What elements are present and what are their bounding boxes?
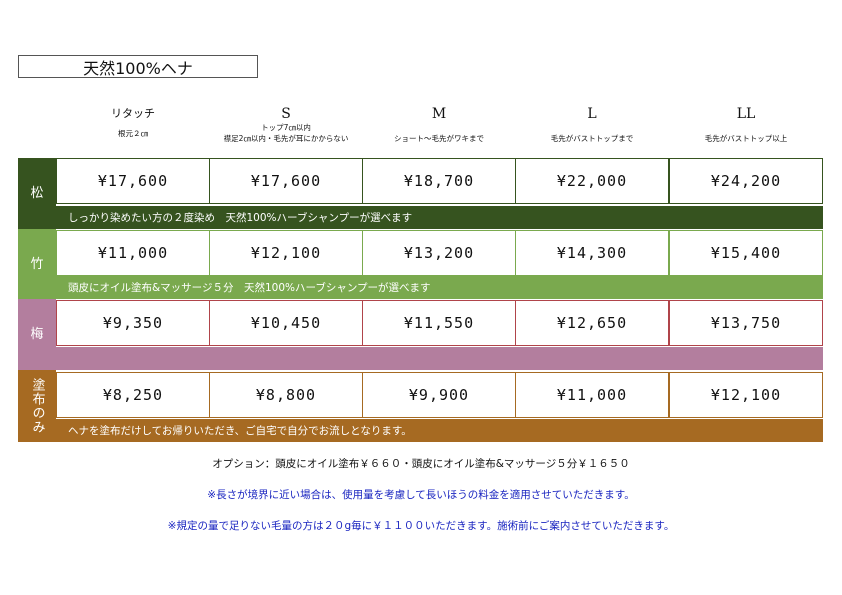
tier-note-take: 頭皮にオイル塗布&マッサージ５分 天然100%ハーブシャンプーが選べます [56, 276, 823, 299]
column-size-label: M [431, 106, 447, 122]
options-text: オプション：頭皮にオイル塗布￥６６０・頭皮にオイル塗布&マッサージ５分￥１６５０ [212, 458, 630, 470]
column-desc: 毛先がバストトップ以上 [704, 134, 788, 143]
tier-label-ume: 梅 [18, 299, 56, 370]
column-desc-2: 襟足2㎝以内・毛先が耳にかからない [223, 134, 349, 143]
column-desc: 毛先がバストトップまで [550, 134, 634, 143]
price-value: ¥17,600 [97, 172, 169, 190]
price-cell: ¥10,450 [209, 300, 363, 346]
volume-note: ※規定の量で足りない毛量の方は２０g毎に￥１１００いただきます。施術前にご案内さ… [0, 518, 842, 533]
column-header-s: S トップ7㎝以内 襟足2㎝以内・毛先が耳にかからない [209, 102, 363, 144]
price-value: ¥15,400 [710, 244, 782, 262]
price-cell: ¥13,200 [362, 230, 516, 276]
price-value: ¥13,200 [403, 244, 475, 262]
tier-name: 梅 [30, 327, 44, 342]
price-cell: ¥11,000 [56, 230, 210, 276]
price-cell: ¥9,900 [362, 372, 516, 418]
price-value: ¥9,350 [102, 314, 164, 332]
price-cell: ¥11,000 [515, 372, 669, 418]
price-value: ¥22,000 [556, 172, 628, 190]
price-cell: ¥22,000 [515, 158, 669, 204]
options-line: オプション：頭皮にオイル塗布￥６６０・頭皮にオイル塗布&マッサージ５分￥１６５０ [0, 456, 842, 471]
price-cell: ¥12,100 [209, 230, 363, 276]
length-note-text: ※長さが境界に近い場合は、使用量を考慮して長いほうの料金を適用させていただきます… [207, 489, 635, 501]
column-desc: トップ7㎝以内 [261, 123, 311, 132]
price-cell: ¥17,600 [209, 158, 363, 204]
column-size-label: リタッチ [111, 107, 155, 120]
price-value: ¥8,800 [255, 386, 317, 404]
tier-name: 竹 [30, 256, 44, 272]
column-header-ll: LL 毛先がバストトップ以上 [669, 102, 823, 144]
price-value: ¥11,000 [556, 386, 628, 404]
price-value: ¥8,250 [102, 386, 164, 404]
price-cell: ¥14,300 [515, 230, 669, 276]
price-cell: ¥8,800 [209, 372, 363, 418]
price-cell: ¥18,700 [362, 158, 516, 204]
price-cell: ¥15,400 [669, 230, 823, 276]
price-value: ¥11,550 [403, 314, 475, 332]
tier-note-text: 頭皮にオイル塗布&マッサージ５分 天然100%ハーブシャンプーが選べます [68, 282, 431, 294]
volume-note-text: ※規定の量で足りない毛量の方は２０g毎に￥１１００いただきます。施術前にご案内さ… [167, 520, 675, 532]
price-value: ¥12,100 [710, 386, 782, 404]
tier-note-text: しっかり染めたい方の２度染め 天然100%ハーブシャンプーが選べます [68, 212, 413, 224]
price-cell: ¥12,100 [669, 372, 823, 418]
price-value: ¥9,900 [408, 386, 470, 404]
tier-note-ume [56, 347, 823, 370]
price-value: ¥12,100 [250, 244, 322, 262]
column-header-l: L 毛先がバストトップまで [515, 102, 669, 144]
price-cell: ¥9,350 [56, 300, 210, 346]
menu-title-text: 天然100%ヘナ [83, 58, 193, 78]
column-desc: ショート〜毛先がワキまで [394, 134, 484, 143]
column-header-retouch: リタッチ 根元２㎝ [56, 102, 210, 141]
price-value: ¥24,200 [710, 172, 782, 190]
price-value: ¥18,700 [403, 172, 475, 190]
price-value: ¥11,000 [97, 244, 169, 262]
menu-title: 天然100%ヘナ [18, 55, 258, 78]
length-note: ※長さが境界に近い場合は、使用量を考慮して長いほうの料金を適用させていただきます… [0, 487, 842, 502]
price-value: ¥12,650 [556, 314, 628, 332]
tier-note-text: ヘナを塗布だけしてお帰りいただき、ご自宅で自分でお流しとなります。 [68, 425, 412, 437]
column-desc: 根元２㎝ [118, 129, 148, 138]
price-cell: ¥11,550 [362, 300, 516, 346]
price-cell: ¥13,750 [669, 300, 823, 346]
column-size-label: L [587, 106, 597, 122]
price-value: ¥17,600 [250, 172, 322, 190]
price-value: ¥10,450 [250, 314, 322, 332]
price-cell: ¥24,200 [669, 158, 823, 204]
column-size-label: S [281, 106, 291, 122]
price-cell: ¥8,250 [56, 372, 210, 418]
tier-label-matsu: 松 [18, 158, 56, 229]
tier-name: 塗布のみ [29, 378, 45, 434]
tier-note-tofu-nomi: ヘナを塗布だけしてお帰りいただき、ご自宅で自分でお流しとなります。 [56, 419, 823, 442]
price-value: ¥13,750 [710, 314, 782, 332]
column-header-m: M ショート〜毛先がワキまで [362, 102, 516, 144]
price-value: ¥14,300 [556, 244, 628, 262]
tier-label-tofu-nomi: 塗布のみ [18, 370, 56, 442]
tier-label-take: 竹 [18, 229, 56, 299]
price-cell: ¥12,650 [515, 300, 669, 346]
price-cell: ¥17,600 [56, 158, 210, 204]
column-size-label: LL [736, 106, 756, 122]
tier-note-matsu: しっかり染めたい方の２度染め 天然100%ハーブシャンプーが選べます [56, 206, 823, 229]
tier-name: 松 [30, 186, 44, 201]
